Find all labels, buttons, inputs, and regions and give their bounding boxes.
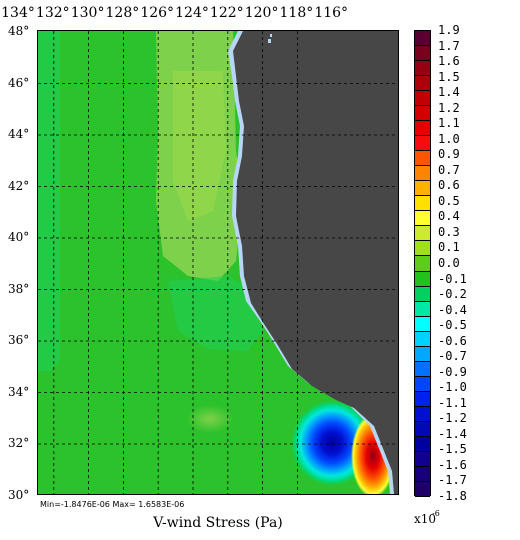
field-light-spot — [186, 405, 234, 433]
land — [233, 31, 398, 494]
latitude-label: 42° — [8, 178, 30, 193]
longitude-label: 116° — [314, 5, 349, 21]
colorbar-label: -1.2 — [438, 411, 467, 426]
colorbar-label: 1.5 — [438, 69, 460, 84]
graticule — [38, 31, 398, 494]
latitude-label: 38° — [8, 281, 30, 296]
field-lighter-region — [173, 71, 226, 221]
colorbar-label: -1.1 — [438, 395, 467, 410]
latitude-label: 30° — [8, 487, 30, 502]
colorbar-label: 1.4 — [438, 85, 460, 100]
longitude-label: 118° — [279, 5, 314, 21]
colorbar-swatch — [415, 166, 430, 182]
colorbar-label: -1.5 — [438, 442, 467, 457]
colorbar-swatch — [415, 436, 430, 452]
longitude-label: 134° — [1, 5, 35, 21]
colorbar-swatch — [415, 481, 430, 497]
colorbar-swatch — [415, 346, 430, 362]
colorbar-label: -0.6 — [438, 333, 467, 348]
colorbar-label: -0.5 — [438, 318, 467, 333]
colorbar-label: 0.4 — [438, 209, 460, 224]
latitude-label: 32° — [8, 436, 30, 450]
longitude-label: 132° — [35, 5, 70, 21]
longitude-label: 120° — [244, 5, 279, 21]
scale-factor-base: x10 — [414, 512, 437, 526]
colorbar-swatch — [415, 256, 430, 272]
colorbar-label: 1.6 — [438, 54, 460, 69]
map-title: V-wind Stress (Pa) — [153, 515, 283, 531]
colorbar-label: 1.2 — [438, 100, 460, 115]
island-speck — [270, 34, 272, 37]
field-bright-patch — [168, 276, 263, 351]
colorbar-label: 0.3 — [438, 224, 460, 239]
latitude-label: 40° — [8, 230, 30, 244]
longitude-label: 124° — [175, 5, 209, 21]
latitude-label: 48° — [8, 24, 30, 38]
colorbar-swatch — [415, 331, 430, 347]
colorbar-swatch — [415, 376, 430, 392]
colorbar-label: -1.8 — [438, 489, 467, 503]
colorbar-swatch — [415, 271, 430, 287]
colorbar-label: -0.2 — [438, 287, 467, 302]
latitude-label: 36° — [8, 333, 30, 347]
colorbar-label: -1.0 — [438, 380, 467, 395]
colorbar-swatch — [415, 121, 430, 137]
island-speck — [268, 39, 271, 43]
colorbar-swatch — [415, 91, 430, 107]
colorbar-label: 1.1 — [438, 116, 460, 131]
colorbar-label: 1.9 — [438, 23, 460, 37]
colorbar-label: -1.4 — [438, 426, 467, 441]
latitude-label: 34° — [8, 384, 30, 399]
colorbar-label: 1.0 — [438, 131, 460, 146]
latitude-label: 46° — [8, 75, 30, 90]
colorbar-swatch — [415, 181, 430, 197]
colorbar-label: -0.1 — [438, 271, 467, 286]
colorbar-swatch — [415, 316, 430, 332]
colorbar-swatch — [415, 301, 430, 317]
latitude-label: 44° — [8, 127, 30, 141]
colorbar-label: -0.4 — [438, 302, 467, 317]
colorbar-swatch — [415, 46, 430, 62]
longitude-label: 128° — [105, 5, 140, 21]
colorbar-label: -0.7 — [438, 349, 467, 364]
colorbar-label: -0.9 — [438, 364, 467, 379]
colorbar-swatch — [415, 151, 430, 167]
colorbar-swatch — [415, 421, 430, 437]
colorbar-swatch — [415, 136, 430, 152]
colorbar-swatch — [415, 76, 430, 92]
map-plot — [37, 30, 399, 495]
colorbar-swatch — [415, 196, 430, 212]
colorbar-swatch — [415, 466, 430, 482]
colorbar-swatch — [415, 391, 430, 407]
wind-stress-field-svg — [38, 31, 398, 494]
colorbar-swatch — [415, 226, 430, 242]
colorbar — [414, 30, 431, 497]
colorbar-swatch — [415, 106, 430, 122]
min-max-readout: Min=-1.8476E-06 Max= 1.6583E-06 — [40, 500, 185, 509]
field-west-band — [38, 31, 60, 371]
colorbar-label: -1.7 — [438, 473, 467, 488]
colorbar-swatch — [415, 451, 430, 467]
colorbar-label: 0.7 — [438, 162, 460, 177]
colorbar-swatch — [415, 406, 430, 422]
colorbar-swatch — [415, 31, 430, 47]
colorbar-swatch — [415, 211, 430, 227]
longitude-label: 126° — [140, 5, 175, 21]
colorbar-label: 0.9 — [438, 147, 460, 162]
colorbar-label: 0.0 — [438, 256, 460, 270]
colorbar-swatch — [415, 286, 430, 302]
colorbar-label: 0.1 — [438, 240, 460, 255]
colorbar-swatch — [415, 361, 430, 377]
colorbar-label: -1.6 — [438, 457, 467, 472]
colorbar-label: 0.6 — [438, 178, 460, 193]
colorbar-swatch — [415, 241, 430, 257]
longitude-label: 130° — [70, 5, 105, 21]
colorbar-label: 0.5 — [438, 193, 460, 208]
colorbar-swatch — [415, 61, 430, 77]
scale-factor-exponent: -6 — [432, 509, 440, 518]
colorbar-label: 1.7 — [438, 38, 460, 53]
longitude-label: 122° — [209, 5, 244, 21]
